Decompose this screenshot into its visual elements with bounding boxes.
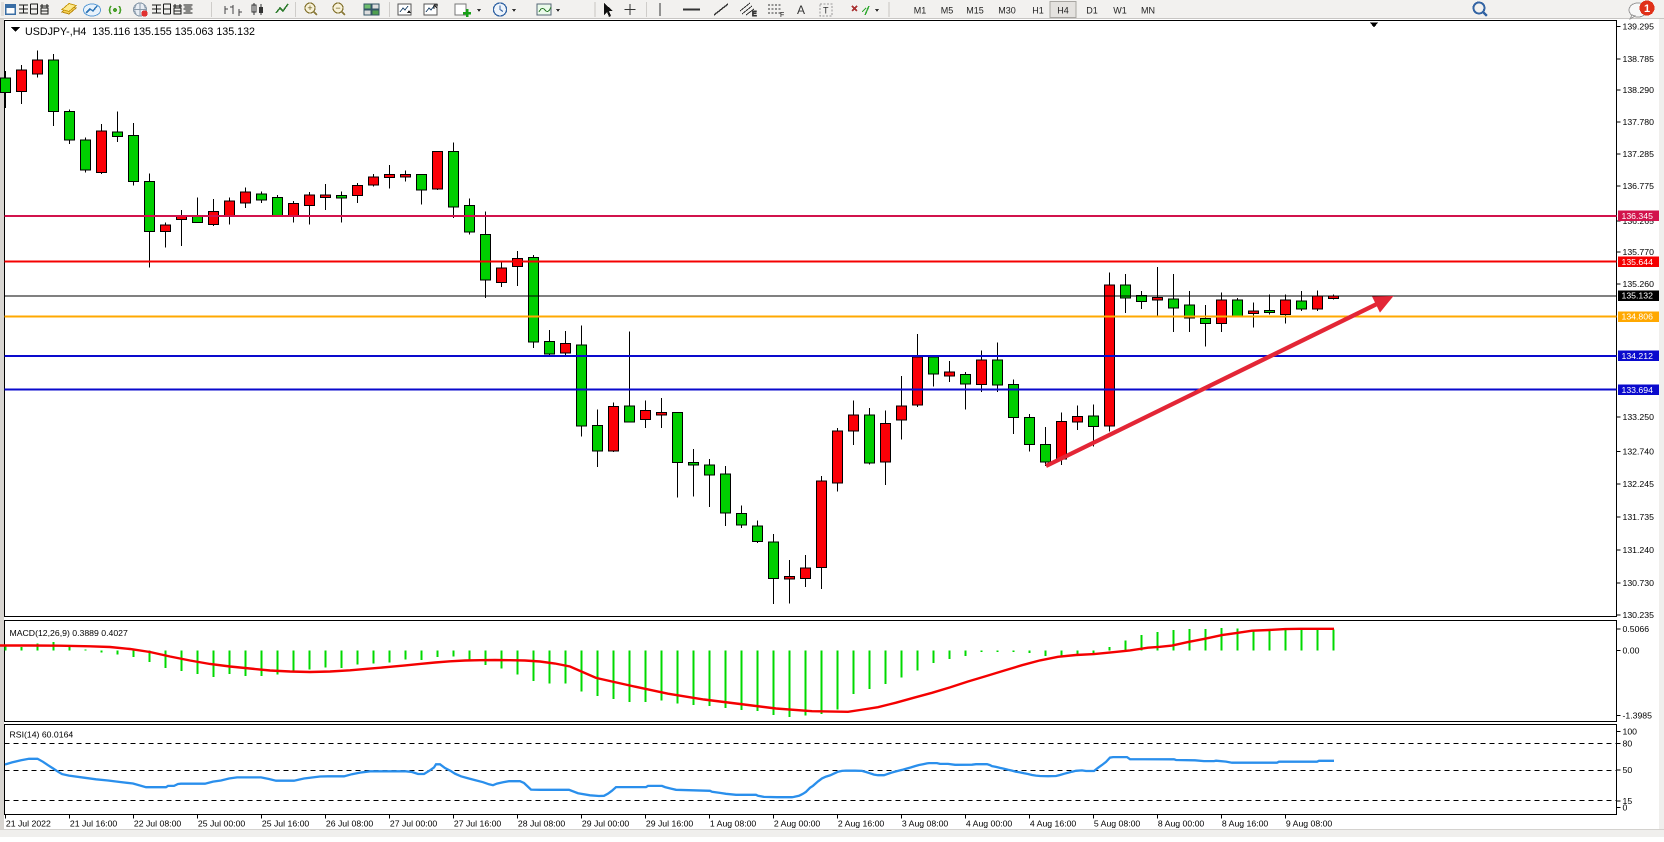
svg-text:W1: W1 bbox=[1113, 6, 1127, 16]
svg-text:M1: M1 bbox=[914, 6, 927, 16]
svg-text:+: + bbox=[307, 3, 312, 13]
svg-text:21 Jul 16:00: 21 Jul 16:00 bbox=[70, 819, 118, 829]
svg-text:−: − bbox=[335, 3, 340, 13]
svg-text:5 Aug 08:00: 5 Aug 08:00 bbox=[1094, 819, 1141, 829]
svg-text:3 Aug 08:00: 3 Aug 08:00 bbox=[902, 819, 949, 829]
svg-text:133.694: 133.694 bbox=[1622, 385, 1654, 395]
svg-text:132.740: 132.740 bbox=[1623, 447, 1655, 457]
svg-text:131.240: 131.240 bbox=[1623, 545, 1655, 555]
svg-text:133.250: 133.250 bbox=[1623, 412, 1655, 422]
svg-text:MACD(12,26,9) 0.3889 0.4027: MACD(12,26,9) 0.3889 0.4027 bbox=[10, 628, 128, 638]
svg-text:0.00: 0.00 bbox=[1623, 646, 1640, 656]
svg-text:-1.3985: -1.3985 bbox=[1623, 710, 1653, 720]
svg-text:29 Jul 16:00: 29 Jul 16:00 bbox=[646, 819, 694, 829]
svg-text:USDJPY-,H4 135.116 135.155 13: USDJPY-,H4 135.116 135.155 135.063 135.1… bbox=[25, 26, 255, 38]
svg-text:MN: MN bbox=[1141, 6, 1155, 16]
svg-text:21 Jul 2022: 21 Jul 2022 bbox=[6, 819, 51, 829]
svg-text:2 Aug 16:00: 2 Aug 16:00 bbox=[838, 819, 885, 829]
svg-text:134.806: 134.806 bbox=[1622, 312, 1654, 322]
svg-text:E: E bbox=[752, 11, 757, 18]
svg-text:8 Aug 00:00: 8 Aug 00:00 bbox=[1158, 819, 1205, 829]
svg-text:134.212: 134.212 bbox=[1622, 351, 1654, 361]
svg-text:RSI(14) 60.0164: RSI(14) 60.0164 bbox=[10, 730, 74, 740]
svg-text:29 Jul 00:00: 29 Jul 00:00 bbox=[582, 819, 630, 829]
svg-text:138.785: 138.785 bbox=[1623, 54, 1655, 64]
svg-text:0: 0 bbox=[1623, 803, 1628, 813]
svg-text:22 Jul 08:00: 22 Jul 08:00 bbox=[134, 819, 182, 829]
svg-text:T: T bbox=[823, 6, 829, 16]
svg-text:M15: M15 bbox=[966, 6, 984, 16]
svg-text:135.132: 135.132 bbox=[1622, 291, 1654, 301]
svg-text:137.285: 137.285 bbox=[1623, 149, 1655, 159]
svg-text:4 Aug 00:00: 4 Aug 00:00 bbox=[966, 819, 1013, 829]
svg-text:0.5066: 0.5066 bbox=[1623, 624, 1650, 634]
svg-text:135.260: 135.260 bbox=[1623, 279, 1655, 289]
svg-text:136.775: 136.775 bbox=[1623, 181, 1655, 191]
svg-text:A: A bbox=[797, 3, 805, 17]
svg-text:135.770: 135.770 bbox=[1623, 247, 1655, 257]
svg-text:M30: M30 bbox=[998, 6, 1016, 16]
svg-text:50: 50 bbox=[1623, 765, 1633, 775]
svg-text:4 Aug 16:00: 4 Aug 16:00 bbox=[1030, 819, 1077, 829]
svg-text:132.245: 132.245 bbox=[1623, 479, 1655, 489]
svg-text:M5: M5 bbox=[941, 6, 954, 16]
svg-text:27 Jul 16:00: 27 Jul 16:00 bbox=[454, 819, 502, 829]
svg-text:139.295: 139.295 bbox=[1623, 22, 1655, 32]
svg-text:9 Aug 08:00: 9 Aug 08:00 bbox=[1286, 819, 1333, 829]
svg-text:D1: D1 bbox=[1086, 6, 1098, 16]
svg-text:130.730: 130.730 bbox=[1623, 578, 1655, 588]
svg-text:138.290: 138.290 bbox=[1623, 85, 1655, 95]
svg-text:8 Aug 16:00: 8 Aug 16:00 bbox=[1222, 819, 1269, 829]
svg-text:136.345: 136.345 bbox=[1622, 211, 1654, 221]
svg-text:27 Jul 00:00: 27 Jul 00:00 bbox=[390, 819, 438, 829]
svg-text:80: 80 bbox=[1623, 739, 1633, 749]
svg-text:100: 100 bbox=[1623, 727, 1638, 737]
svg-text:131.735: 131.735 bbox=[1623, 512, 1655, 522]
svg-text:25 Jul 16:00: 25 Jul 16:00 bbox=[262, 819, 310, 829]
svg-text:H4: H4 bbox=[1057, 6, 1069, 16]
svg-text:H1: H1 bbox=[1032, 6, 1044, 16]
svg-text:1 Aug 08:00: 1 Aug 08:00 bbox=[710, 819, 757, 829]
svg-text:130.235: 130.235 bbox=[1623, 610, 1655, 620]
svg-text:135.644: 135.644 bbox=[1622, 257, 1654, 267]
svg-text:F: F bbox=[780, 12, 784, 19]
svg-text:2 Aug 00:00: 2 Aug 00:00 bbox=[774, 819, 821, 829]
svg-text:1: 1 bbox=[1644, 3, 1650, 15]
svg-text:25 Jul 00:00: 25 Jul 00:00 bbox=[198, 819, 246, 829]
svg-text:28 Jul 08:00: 28 Jul 08:00 bbox=[518, 819, 566, 829]
svg-text:137.780: 137.780 bbox=[1623, 117, 1655, 127]
svg-text:26 Jul 08:00: 26 Jul 08:00 bbox=[326, 819, 374, 829]
svg-text:15: 15 bbox=[1623, 796, 1633, 806]
